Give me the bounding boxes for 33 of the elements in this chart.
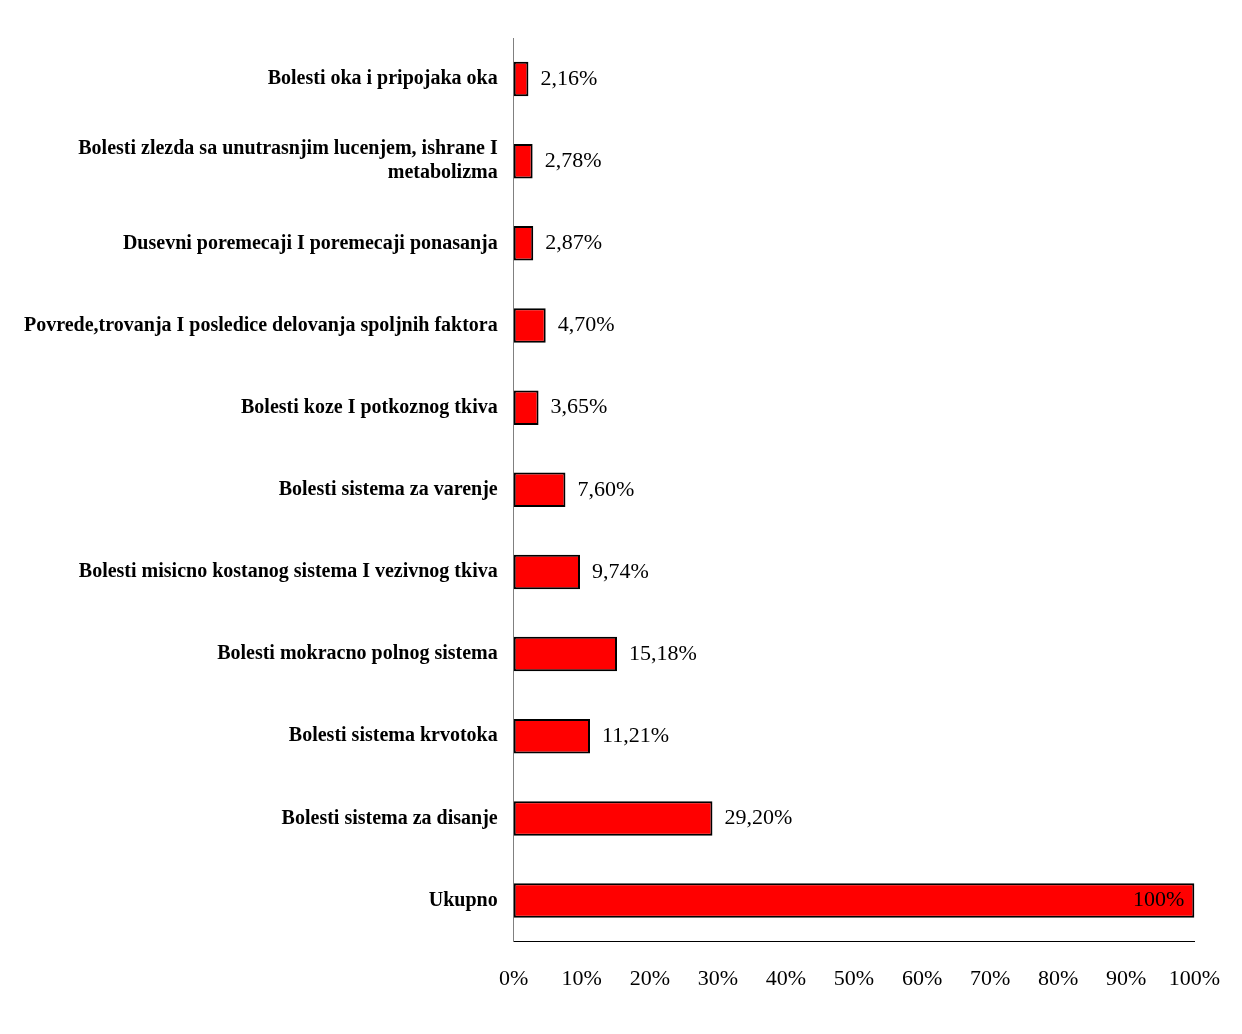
- data-label: 3,65%: [550, 393, 608, 419]
- data-label: 100%: [1133, 886, 1185, 912]
- x-tick-label: 80%: [1038, 964, 1079, 990]
- data-label: 2,78%: [544, 147, 602, 172]
- y-tick-label: Bolesti koze I potkoznog tkiva: [241, 394, 498, 418]
- x-tick-label: 0%: [499, 964, 529, 990]
- y-tick-label: Bolesti oka i pripojaka oka: [267, 66, 498, 90]
- y-tick-label: Povrede,trovanja I posledice delovanja spoljnih faktora: [23, 312, 498, 336]
- data-label: 2,16%: [540, 64, 598, 90]
- x-tick-label: 100%: [1168, 964, 1220, 990]
- x-tick-label: 50%: [833, 964, 875, 990]
- data-label: 7,60%: [577, 475, 635, 501]
- data-label: 4,70%: [557, 311, 615, 337]
- data-label: 2,87%: [545, 229, 603, 255]
- y-tick-label: Bolesti zlezda sa unutrasnjim lucenjem, ishrane I metabolizma: [78, 136, 498, 183]
- y-tick-label: Bolesti sistema krvotoka: [288, 723, 498, 746]
- x-tick-label: 60%: [901, 964, 943, 990]
- y-tick-label: Bolesti sistema za disanje: [281, 805, 498, 829]
- data-label: 9,74%: [592, 557, 649, 583]
- data-label: 11,21%: [602, 722, 670, 748]
- y-tick-label: Dusevni poremecaji I poremecaji ponasanja: [122, 230, 498, 254]
- y-tick-label: Bolesti mokracno polnog sistema: [217, 641, 498, 665]
- x-tick-label: 70%: [969, 964, 1011, 990]
- data-label: 29,20%: [724, 804, 793, 830]
- x-tick-label: 30%: [697, 964, 739, 990]
- y-tick-label: Bolesti sistema za varenje: [278, 476, 498, 500]
- y-tick-label: Bolesti misicno kostanog sistema I vezivnog tkiva: [78, 559, 498, 583]
- y-tick-label: Ukupno: [428, 887, 498, 911]
- x-tick-label: 90%: [1106, 964, 1147, 990]
- x-tick-label: 40%: [765, 964, 807, 990]
- x-tick-label: 20%: [629, 964, 670, 990]
- data-label: 15,18%: [629, 639, 697, 665]
- x-tick-label: 10%: [561, 964, 602, 990]
